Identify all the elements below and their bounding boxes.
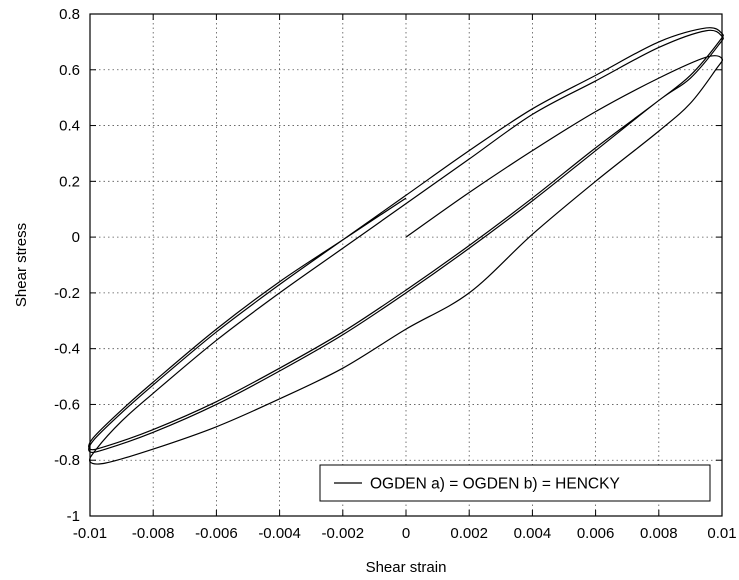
y-tick-label: -0.8 — [54, 452, 80, 469]
x-tick-label: 0.006 — [577, 525, 615, 542]
y-axis-label: Shear stress — [13, 223, 30, 307]
y-tick-label: 0.6 — [59, 62, 80, 79]
y-tick-label: -0.2 — [54, 285, 80, 302]
x-tick-label: 0.004 — [514, 525, 552, 542]
x-tick-label: 0.008 — [640, 525, 678, 542]
x-tick-label: 0.01 — [707, 525, 736, 542]
series-layer — [88, 27, 724, 465]
y-tick-label: 0.4 — [59, 118, 80, 135]
legend-entry: OGDEN a) = OGDEN b) = HENCKY — [370, 476, 620, 493]
y-tick-label: 0.2 — [59, 173, 80, 190]
axes: -0.01 -0.008 -0.006 -0.004 -0.002 0 0.002 0.004… — [54, 6, 736, 542]
x-axis-label: Shear strain — [366, 559, 447, 576]
legend: OGDEN a) = OGDEN b) = HENCKY — [319, 464, 711, 502]
x-tick-label: 0 — [402, 525, 410, 542]
x-tick-label: -0.008 — [132, 525, 175, 542]
y-tick-label: 0 — [72, 229, 80, 246]
x-tick-label: -0.002 — [322, 525, 365, 542]
x-tick-label: 0.002 — [450, 525, 488, 542]
series-line — [88, 27, 724, 465]
x-tick-label: -0.01 — [73, 525, 107, 542]
x-tick-label: -0.004 — [258, 525, 301, 542]
y-tick-label: -0.6 — [54, 396, 80, 413]
y-tick-label: 0.8 — [59, 6, 80, 23]
y-tick-label: -1 — [67, 508, 80, 525]
y-tick-label: -0.4 — [54, 341, 80, 358]
x-tick-label: -0.006 — [195, 525, 238, 542]
legend-box — [319, 464, 711, 502]
